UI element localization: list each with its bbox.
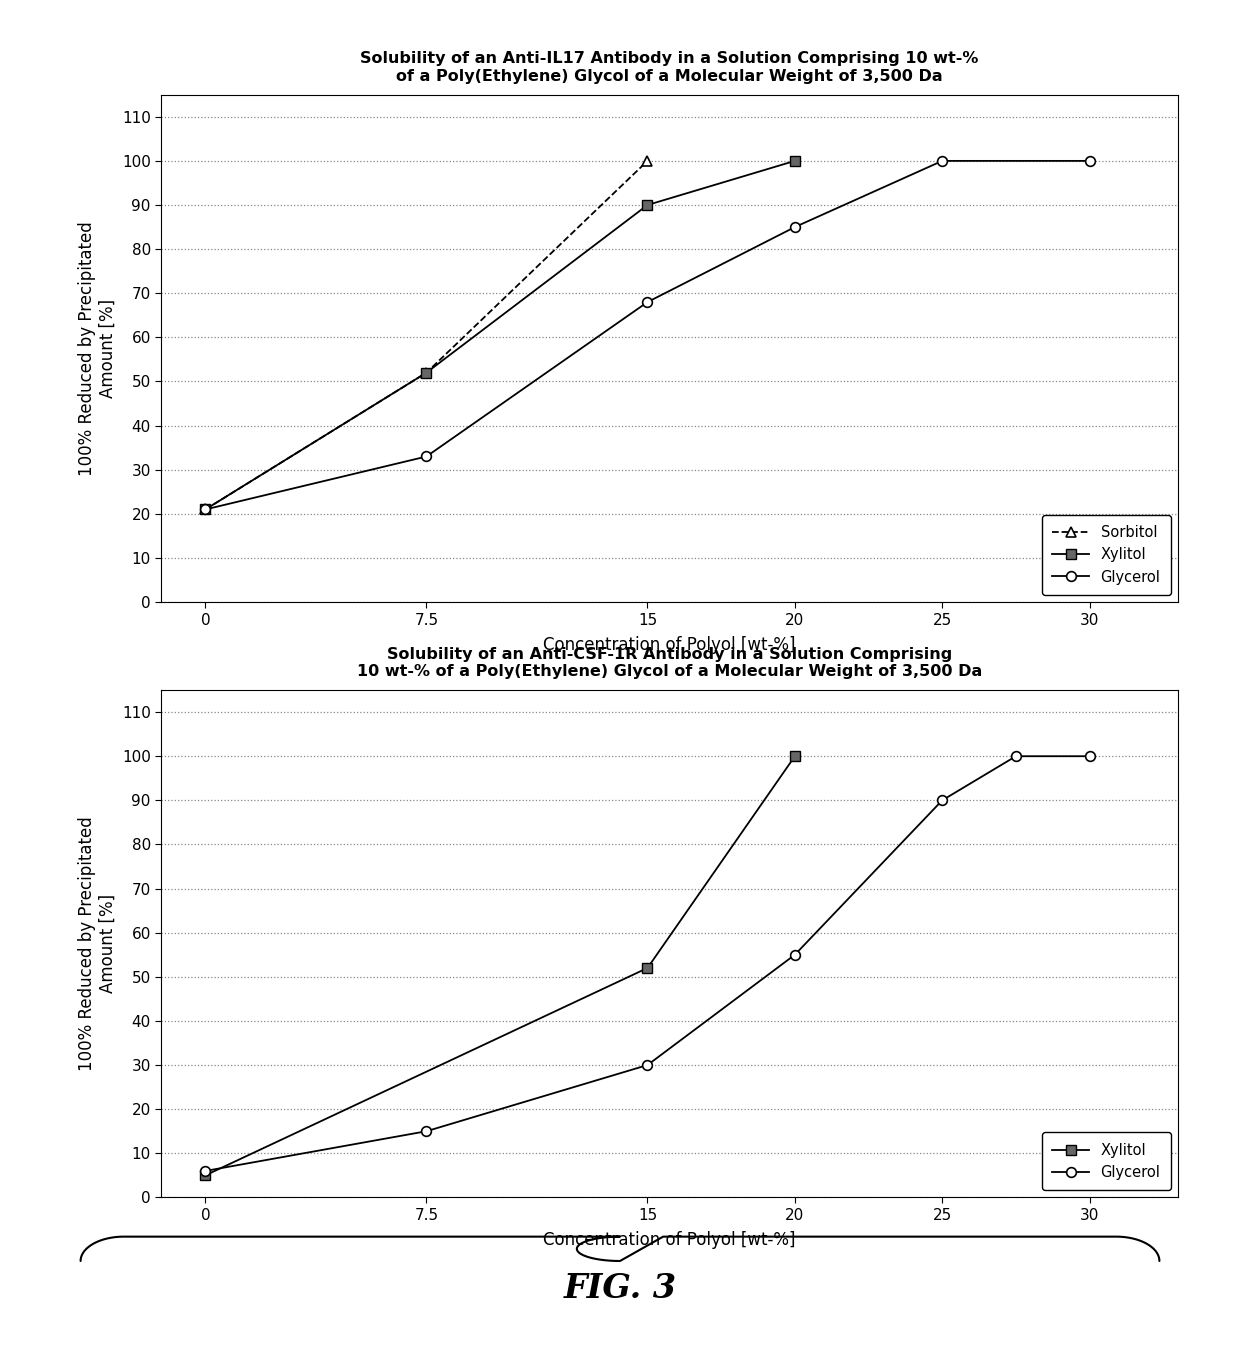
Legend: Xylitol, Glycerol: Xylitol, Glycerol bbox=[1043, 1132, 1171, 1191]
Glycerol bbox=[935, 793, 950, 809]
Sorbitol bbox=[419, 364, 434, 380]
Sorbitol bbox=[640, 153, 655, 169]
Glycerol bbox=[1083, 748, 1097, 764]
Glycerol bbox=[198, 1162, 213, 1178]
Y-axis label: 100% Reduced by Precipitated
Amount [%]: 100% Reduced by Precipitated Amount [%] bbox=[78, 816, 117, 1072]
Text: FIG. 3: FIG. 3 bbox=[563, 1272, 677, 1304]
Glycerol bbox=[198, 502, 213, 518]
Line: Glycerol: Glycerol bbox=[201, 751, 1095, 1176]
Glycerol bbox=[1008, 748, 1023, 764]
Title: Solubility of an Anti-CSF-1R Antibody in a Solution Comprising
10 wt-% of a Poly: Solubility of an Anti-CSF-1R Antibody in… bbox=[357, 647, 982, 679]
Xylitol bbox=[787, 748, 802, 764]
Xylitol bbox=[640, 959, 655, 976]
Xylitol bbox=[787, 153, 802, 169]
Glycerol bbox=[787, 219, 802, 235]
Line: Xylitol: Xylitol bbox=[201, 156, 800, 514]
Glycerol bbox=[640, 294, 655, 310]
Glycerol bbox=[1083, 153, 1097, 169]
X-axis label: Concentration of Polyol [wt-%]: Concentration of Polyol [wt-%] bbox=[543, 1231, 796, 1249]
Xylitol bbox=[419, 364, 434, 380]
Y-axis label: 100% Reduced by Precipitated
Amount [%]: 100% Reduced by Precipitated Amount [%] bbox=[78, 221, 117, 476]
Line: Xylitol: Xylitol bbox=[201, 751, 800, 1180]
Xylitol bbox=[640, 198, 655, 214]
Glycerol bbox=[787, 947, 802, 963]
Sorbitol bbox=[198, 502, 213, 518]
Legend: Sorbitol, Xylitol, Glycerol: Sorbitol, Xylitol, Glycerol bbox=[1043, 514, 1171, 595]
Line: Sorbitol: Sorbitol bbox=[201, 156, 652, 514]
Glycerol bbox=[419, 448, 434, 464]
Glycerol bbox=[419, 1123, 434, 1139]
Glycerol bbox=[640, 1057, 655, 1073]
Glycerol bbox=[935, 153, 950, 169]
Line: Glycerol: Glycerol bbox=[201, 156, 1095, 514]
Title: Solubility of an Anti-IL17 Antibody in a Solution Comprising 10 wt-%
of a Poly(E: Solubility of an Anti-IL17 Antibody in a… bbox=[361, 51, 978, 84]
Xylitol bbox=[198, 1168, 213, 1184]
X-axis label: Concentration of Polyol [wt-%]: Concentration of Polyol [wt-%] bbox=[543, 636, 796, 653]
Xylitol bbox=[198, 502, 213, 518]
